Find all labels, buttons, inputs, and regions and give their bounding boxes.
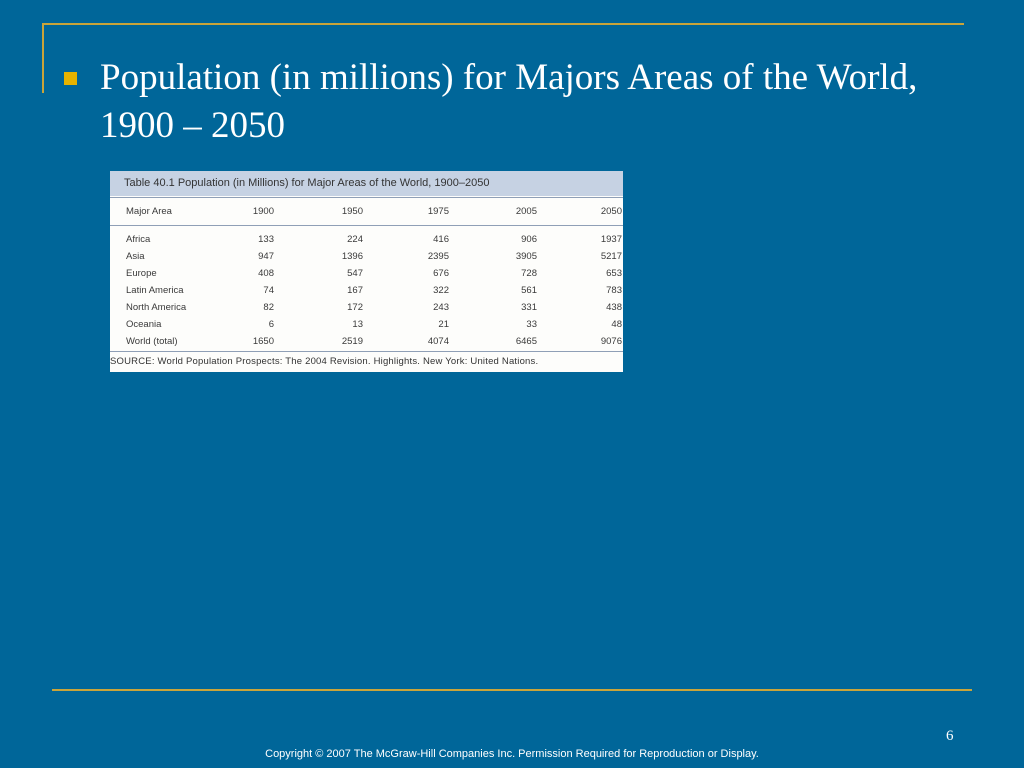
table-row: North America 82 172 243 331 438 — [110, 299, 623, 316]
cell-value: 82 — [263, 302, 274, 313]
cell-area: Asia — [126, 251, 145, 262]
cell-value: 3905 — [515, 251, 537, 262]
table-row: Europe 408 547 676 728 653 — [110, 265, 623, 282]
table-row: Africa 133 224 416 906 1937 — [110, 231, 623, 248]
cell-area: World (total) — [126, 336, 178, 347]
cell-value: 9076 — [600, 336, 622, 347]
header-2050: 2050 — [600, 206, 622, 217]
cell-area: Africa — [126, 234, 151, 245]
table-header-row: Major Area 1900 1950 1975 2005 2050 — [110, 197, 623, 226]
cell-value: 133 — [258, 234, 274, 245]
cell-value: 48 — [611, 319, 622, 330]
frame-bottom-rule — [52, 689, 972, 691]
cell-value: 5217 — [600, 251, 622, 262]
cell-value: 13 — [352, 319, 363, 330]
header-2005: 2005 — [515, 206, 537, 217]
cell-value: 547 — [347, 268, 363, 279]
cell-value: 6 — [268, 319, 274, 330]
slide-title: Population (in millions) for Majors Area… — [100, 57, 918, 146]
cell-area: Oceania — [126, 319, 162, 330]
cell-value: 783 — [606, 285, 622, 296]
cell-value: 2395 — [427, 251, 449, 262]
cell-value: 243 — [433, 302, 449, 313]
cell-value: 4074 — [427, 336, 449, 347]
cell-value: 1937 — [600, 234, 622, 245]
cell-value: 676 — [433, 268, 449, 279]
cell-value: 6465 — [515, 336, 537, 347]
table-caption: Table 40.1 Population (in Millions) for … — [110, 171, 623, 196]
cell-value: 172 — [347, 302, 363, 313]
cell-value: 74 — [263, 285, 274, 296]
table-row: Oceania 6 13 21 33 48 — [110, 316, 623, 333]
table-source-note: SOURCE: World Population Prospects: The … — [110, 351, 623, 372]
header-1975: 1975 — [427, 206, 449, 217]
cell-value: 1396 — [341, 251, 363, 262]
cell-area: Europe — [126, 268, 157, 279]
cell-value: 438 — [606, 302, 622, 313]
page-number: 6 — [946, 728, 954, 744]
cell-value: 906 — [521, 234, 537, 245]
cell-value: 1650 — [252, 336, 274, 347]
cell-value: 408 — [258, 268, 274, 279]
table-row: Asia 947 1396 2395 3905 5217 — [110, 248, 623, 265]
population-table: Table 40.1 Population (in Millions) for … — [110, 171, 623, 372]
table-body: Africa 133 224 416 906 1937 Asia 947 139… — [110, 226, 623, 350]
cell-value: 728 — [521, 268, 537, 279]
cell-value: 322 — [433, 285, 449, 296]
cell-area: North America — [126, 302, 187, 313]
frame-left-rule — [42, 23, 44, 93]
cell-value: 561 — [521, 285, 537, 296]
cell-area: Latin America — [126, 285, 184, 296]
cell-value: 167 — [347, 285, 363, 296]
cell-value: 653 — [606, 268, 622, 279]
copyright-notice: Copyright © 2007 The McGraw-Hill Compani… — [265, 748, 759, 760]
cell-value: 33 — [526, 319, 537, 330]
cell-value: 224 — [347, 234, 363, 245]
cell-value: 947 — [258, 251, 274, 262]
header-major-area: Major Area — [126, 206, 172, 217]
header-1950: 1950 — [341, 206, 363, 217]
cell-value: 2519 — [341, 336, 363, 347]
cell-value: 416 — [433, 234, 449, 245]
frame-top-rule — [42, 23, 964, 25]
table-row: World (total) 1650 2519 4074 6465 9076 — [110, 333, 623, 350]
header-1900: 1900 — [252, 206, 274, 217]
cell-value: 331 — [521, 302, 537, 313]
cell-value: 21 — [438, 319, 449, 330]
table-row: Latin America 74 167 322 561 783 — [110, 282, 623, 299]
bullet-square-icon — [64, 72, 77, 85]
